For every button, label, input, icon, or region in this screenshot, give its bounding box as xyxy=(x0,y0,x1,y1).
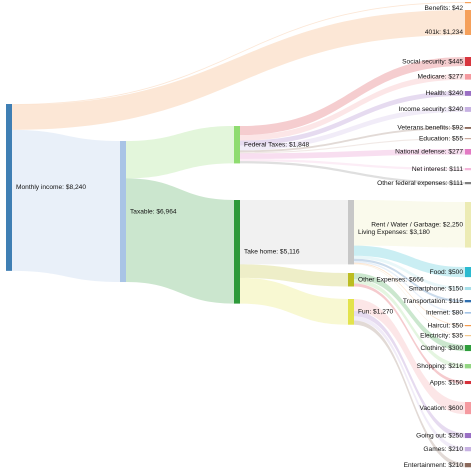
node-take_home xyxy=(234,200,240,304)
node-education xyxy=(465,138,471,140)
label-smartphone: Smartphone: $150 xyxy=(409,285,464,292)
link-federal_taxes-to-national_defense xyxy=(240,149,465,159)
node-clothing xyxy=(465,345,471,352)
link-fun-to-going_out xyxy=(354,311,465,439)
label-net_interest: Net interest: $111 xyxy=(412,166,463,173)
label-taxable: Taxable: $6,964 xyxy=(130,208,177,215)
node-apps xyxy=(465,381,471,385)
label-shopping: Shopping: $216 xyxy=(417,363,464,370)
label-education: Education: $55 xyxy=(419,135,463,142)
link-living_expenses-to-transportation xyxy=(354,258,465,303)
labels-layer: Monthly income: $8,240 Benefits: $42 401k:… xyxy=(16,5,463,469)
label-other_expenses: Other Expenses: $666 xyxy=(358,276,424,283)
label-food: Food: $500 xyxy=(430,269,464,276)
node-internet xyxy=(465,312,471,314)
label-social_security: Social security: $445 xyxy=(402,58,463,65)
label-clothing: Clothing: $300 xyxy=(420,345,463,352)
link-other_expenses-to-apps xyxy=(354,283,465,385)
node-monthly_income xyxy=(6,104,12,271)
links-layer xyxy=(12,2,465,468)
link-monthly_income-to-taxable xyxy=(12,129,120,283)
link-taxable-to-federal_taxes xyxy=(126,126,234,179)
node-electricity xyxy=(465,335,471,337)
node-net_interest xyxy=(465,168,471,171)
node-haircut xyxy=(465,325,471,327)
node-social_security xyxy=(465,57,471,67)
node-taxable xyxy=(120,141,126,283)
label-veterans_benefits: Veterans benefits: $92 xyxy=(397,125,463,132)
link-federal_taxes-to-medicare xyxy=(240,74,465,141)
node-shopping xyxy=(465,364,471,369)
link-federal_taxes-to-net_interest xyxy=(240,158,465,171)
node-vacation xyxy=(465,402,471,415)
link-living_expenses-to-electricity xyxy=(354,263,465,336)
label-fun: Fun: $1,270 xyxy=(358,309,394,316)
label-take_home: Take home: $5,116 xyxy=(244,249,300,256)
node-other_expenses xyxy=(348,273,354,287)
link-monthly_income-to-k401 xyxy=(12,10,465,130)
label-k401: 401k: $1,234 xyxy=(425,29,463,36)
link-take_home-to-living_expenses xyxy=(240,200,348,265)
node-entertainment xyxy=(465,463,471,468)
link-federal_taxes-to-income_security xyxy=(240,107,465,151)
label-going_out: Going out: $250 xyxy=(416,432,463,439)
label-other_federal: Other federal expenses: $111 xyxy=(377,180,463,187)
label-monthly_income: Monthly income: $8,240 xyxy=(16,184,86,191)
label-rent: Rent / Water / Garbage: $2,250 xyxy=(371,222,463,229)
node-benefits xyxy=(465,2,471,4)
label-haircut: Haircut: $50 xyxy=(427,322,463,329)
link-federal_taxes-to-other_federal xyxy=(240,161,465,185)
node-fun xyxy=(348,299,354,325)
link-federal_taxes-to-veterans_benefits xyxy=(240,127,465,153)
link-federal_taxes-to-education xyxy=(240,138,465,154)
node-k401 xyxy=(465,10,471,35)
node-health xyxy=(465,91,471,96)
label-medicare: Medicare: $277 xyxy=(418,74,464,81)
link-taxable-to-take_home xyxy=(126,178,234,304)
node-other_federal xyxy=(465,182,471,185)
link-fun-to-games xyxy=(354,316,465,452)
label-income_security: Income security: $240 xyxy=(398,106,463,113)
link-living_expenses-to-haircut xyxy=(354,262,465,327)
node-veterans_benefits xyxy=(465,127,471,129)
node-national_defense xyxy=(465,149,471,155)
node-rent xyxy=(465,202,471,248)
label-internet: Internet: $80 xyxy=(426,310,463,317)
label-federal_taxes: Federal Taxes: $1,848 xyxy=(244,141,309,148)
label-vacation: Vacation: $600 xyxy=(419,405,463,412)
node-living_expenses xyxy=(348,200,354,265)
node-transportation xyxy=(465,300,471,303)
link-take_home-to-fun xyxy=(240,277,348,325)
node-federal_taxes xyxy=(234,126,240,164)
link-monthly_income-to-benefits xyxy=(12,2,465,105)
label-living_expenses: Living Expenses: $3,180 xyxy=(358,229,430,236)
link-other_expenses-to-clothing xyxy=(354,273,465,352)
label-apps: Apps: $150 xyxy=(430,379,464,386)
link-living_expenses-to-smartphone xyxy=(354,255,465,291)
link-federal_taxes-to-health xyxy=(240,91,465,146)
label-electricity: Electricity: $35 xyxy=(420,332,463,339)
node-medicare xyxy=(465,74,471,80)
label-health: Health: $240 xyxy=(426,90,464,97)
node-going_out xyxy=(465,433,471,439)
label-transportation: Transportation: $115 xyxy=(403,298,463,305)
link-take_home-to-other_expenses xyxy=(240,264,348,287)
link-living_expenses-to-rent xyxy=(354,200,465,248)
link-fun-to-vacation xyxy=(354,299,465,415)
node-income_security xyxy=(465,107,471,112)
label-benefits: Benefits: $42 xyxy=(425,5,464,12)
node-food xyxy=(465,267,471,278)
label-national_defense: National defense: $277 xyxy=(395,149,463,156)
link-fun-to-entertainment xyxy=(354,320,465,468)
link-other_expenses-to-shopping xyxy=(354,279,465,369)
link-federal_taxes-to-social_security xyxy=(240,57,465,136)
link-living_expenses-to-food xyxy=(354,245,465,278)
nodes-layer xyxy=(6,2,471,468)
node-games xyxy=(465,447,471,452)
label-games: Games: $210 xyxy=(423,446,463,453)
link-living_expenses-to-internet xyxy=(354,261,465,314)
node-smartphone xyxy=(465,287,471,291)
label-entertainment: Entertainment: $210 xyxy=(404,462,464,469)
